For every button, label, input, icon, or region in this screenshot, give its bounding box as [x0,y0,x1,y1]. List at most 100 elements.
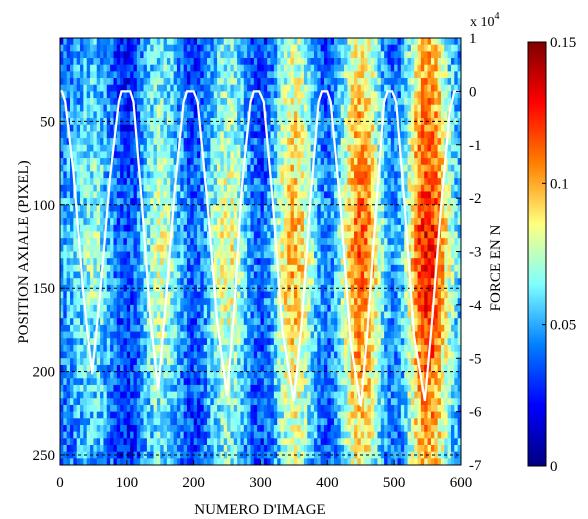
heatmap-cell [313,204,318,213]
heatmap-cell [126,224,131,233]
heatmap-cell [283,284,288,293]
heatmap-cell [207,171,211,179]
heatmap-cell [130,98,135,106]
heatmap-cell [300,431,305,439]
heatmap-cell [136,244,141,253]
heatmap-cell [130,51,135,59]
heatmap-cell [80,384,84,393]
heatmap-cell [313,58,318,66]
heatmap-cell [260,398,265,406]
heatmap-cell [83,191,88,199]
heatmap-cell [293,271,298,279]
heatmap-cell [146,98,151,106]
heatmap-cell [243,298,248,306]
heatmap-cell [320,58,325,66]
heatmap-cell [253,211,258,219]
heatmap-cell [120,244,125,253]
heatmap-cell [176,371,181,379]
heatmap-cell [307,364,312,373]
heatmap-cell [267,331,272,339]
heatmap-cell [76,358,81,366]
heatmap-cell [70,271,74,279]
heatmap-cell [277,224,282,233]
heatmap-cell [93,84,98,92]
heatmap-cell [297,264,302,273]
heatmap-cell [173,298,178,306]
heatmap-cell [273,404,278,413]
heatmap-cell [207,124,211,132]
heatmap-cell [280,431,285,439]
heatmap-cell [200,58,205,66]
heatmap-cell [247,324,252,333]
heatmap-cell [180,131,185,139]
heatmap-cell [237,131,242,139]
heatmap-cell [110,244,115,253]
heatmap-cell [176,278,181,286]
heatmap-cell [213,398,218,406]
heatmap-cell [90,178,95,186]
heatmap-cell [93,224,98,233]
heatmap-cell [100,71,105,79]
heatmap-cell [210,204,215,213]
heatmap-cell [76,158,81,166]
heatmap-cell [310,44,315,52]
heatmap-cell [290,244,295,253]
heatmap-cell [317,418,322,426]
heatmap-cell [317,378,322,386]
heatmap-cell [307,391,312,399]
heatmap-cell [270,371,275,379]
heatmap-cell [303,438,308,446]
heatmap-cell [83,204,88,213]
heatmap-cell [180,144,185,153]
heatmap-cell [123,204,128,213]
heatmap-cell [230,51,235,59]
heatmap-cell [153,211,158,219]
heatmap-cell [126,51,131,59]
heatmap-cell [166,218,171,226]
heatmap-cell [136,371,141,379]
heatmap-cell [170,238,175,246]
heatmap-cell [130,104,135,112]
heatmap-cell [153,291,158,299]
heatmap-cell [287,184,292,193]
heatmap-cell [247,298,252,306]
heatmap-cell [247,211,252,219]
heatmap-cell [86,284,91,293]
heatmap-cell [133,238,138,246]
heatmap-cell [290,184,295,193]
heatmap-cell [143,158,148,166]
heatmap-cell [307,298,312,306]
heatmap-cell [230,418,235,426]
heatmap-cell [60,258,64,266]
heatmap-cell [283,304,288,313]
heatmap-cell [146,278,151,286]
heatmap-cell [300,198,305,206]
heatmap-cell [123,151,128,159]
heatmap-cell [183,311,188,319]
heatmap-cell [156,218,161,226]
heatmap-cell [307,84,312,92]
heatmap-cell [146,144,151,153]
heatmap-cell [140,324,145,333]
heatmap-cell [303,118,308,126]
heatmap-cell [176,411,181,419]
heatmap-cell [217,58,221,66]
heatmap-cell [170,184,175,193]
heatmap-cell [220,98,225,106]
heatmap-cell [313,378,318,386]
heatmap-cell [66,138,71,146]
heatmap-cell [293,264,298,273]
heatmap-cell [283,118,288,126]
heatmap-cell [290,64,295,72]
heatmap-cell [230,431,235,439]
heatmap-cell [237,178,242,186]
heatmap-cell [317,258,322,266]
heatmap-cell [123,124,128,132]
heatmap-cell [153,78,158,86]
heatmap-cell [190,64,195,72]
heatmap-cell [267,204,272,213]
heatmap-cell [133,264,138,273]
heatmap-cell [180,351,185,359]
heatmap-cell [86,118,91,126]
heatmap-cell [260,124,265,132]
